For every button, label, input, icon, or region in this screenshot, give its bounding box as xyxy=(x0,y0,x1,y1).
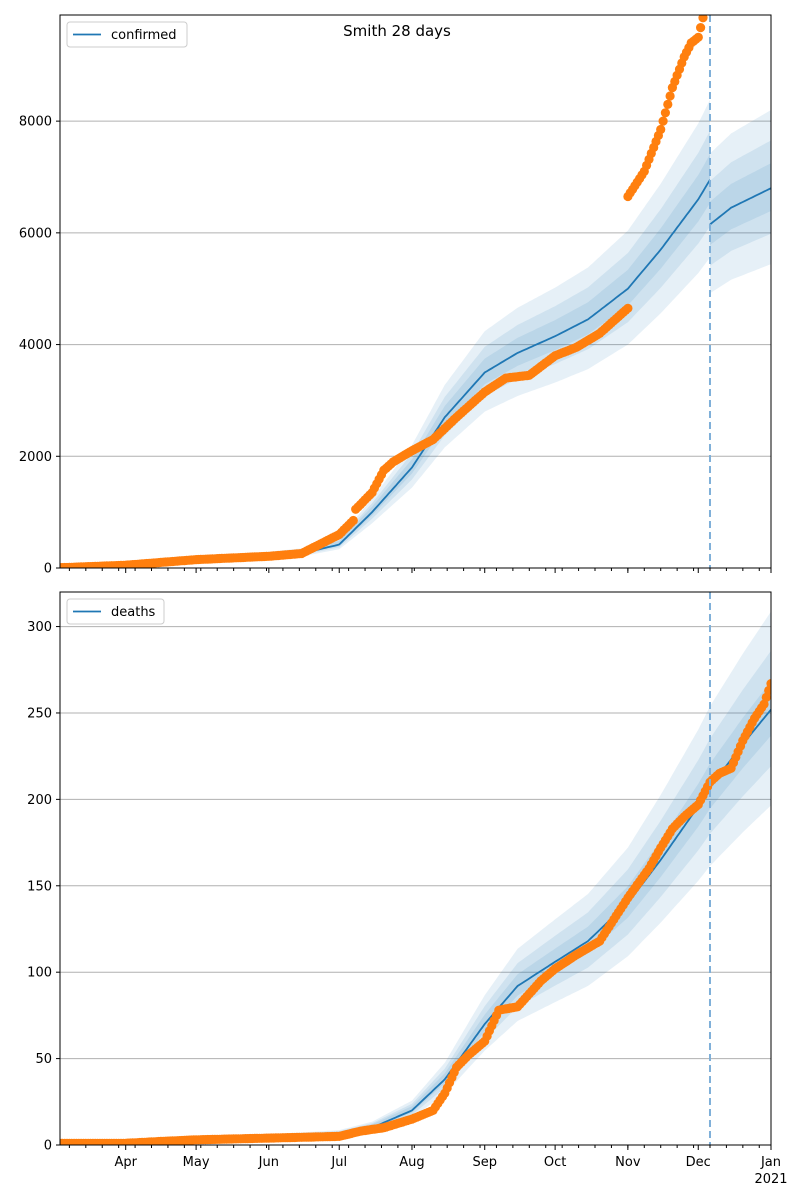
observed-point xyxy=(764,685,771,696)
x-tick-label: Nov xyxy=(615,1155,641,1170)
confirmed-panel: 0 2000 4000 6000 8000 confirmed xyxy=(19,14,772,577)
plot-area xyxy=(60,15,771,568)
uncertainty-band xyxy=(710,163,771,246)
x-tick-label: Jul xyxy=(330,1155,347,1170)
y-tick-label: 50 xyxy=(35,1052,52,1067)
x-tick-label: May xyxy=(183,1155,210,1170)
uncertainty-band xyxy=(710,110,771,294)
fit-line xyxy=(709,187,771,226)
x-tick-label: Jan xyxy=(760,1155,781,1170)
y-tick-label: 300 xyxy=(27,620,52,635)
y-tick-label: 4000 xyxy=(19,338,52,353)
observed-point xyxy=(665,91,675,101)
y-tick-label: 100 xyxy=(27,966,52,981)
legend-box xyxy=(66,598,165,625)
observed-point xyxy=(761,692,771,703)
legend: deaths xyxy=(66,598,165,625)
observed-point xyxy=(348,515,358,526)
legend-box xyxy=(66,21,188,48)
x-tick-label: Oct xyxy=(544,1155,566,1170)
observed-point xyxy=(623,303,633,313)
y-tick-label: 250 xyxy=(27,706,52,721)
observed-point xyxy=(663,99,673,109)
observed-point xyxy=(759,699,769,709)
observed-point xyxy=(656,124,666,135)
y-tick-label: 0 xyxy=(44,1139,52,1154)
x-tick-label: Apr xyxy=(114,1155,137,1170)
legend-label: confirmed xyxy=(111,28,177,43)
observed-point xyxy=(696,23,706,33)
legend: confirmed xyxy=(66,21,188,48)
uncertainty-band xyxy=(60,706,710,1145)
axes-frame xyxy=(59,591,772,1146)
y-tick-label: 2000 xyxy=(19,450,52,465)
plot-area xyxy=(60,611,771,1145)
x-tick-label: Jun xyxy=(258,1155,279,1170)
y-tick-label: 6000 xyxy=(19,226,52,241)
y-tick-label: 200 xyxy=(27,793,52,808)
observed-point xyxy=(660,108,671,118)
y-tick-label: 8000 xyxy=(19,115,52,130)
observed-point xyxy=(766,679,771,689)
deaths-panel: 0 50 100 150 200 250 300 Apr May Jun Jul Aug Sep Oct N… xyxy=(27,591,788,1187)
observed-point xyxy=(658,116,668,126)
x-tick-label: Aug xyxy=(399,1155,424,1170)
axes-frame xyxy=(59,14,772,569)
x-tick-label: Sep xyxy=(472,1155,497,1170)
legend-label: deaths xyxy=(111,605,156,620)
uncertainty-band xyxy=(60,738,710,1145)
chart-title: Smith 28 days xyxy=(343,22,451,40)
y-tick-label: 150 xyxy=(27,879,52,894)
uncertainty-band xyxy=(60,99,710,568)
x-tick-sublabel: 2021 xyxy=(754,1172,787,1187)
observed-point xyxy=(693,32,703,42)
y-tick-label: 0 xyxy=(44,562,52,577)
x-tick-label: Dec xyxy=(686,1155,711,1170)
observed-point xyxy=(698,15,708,23)
